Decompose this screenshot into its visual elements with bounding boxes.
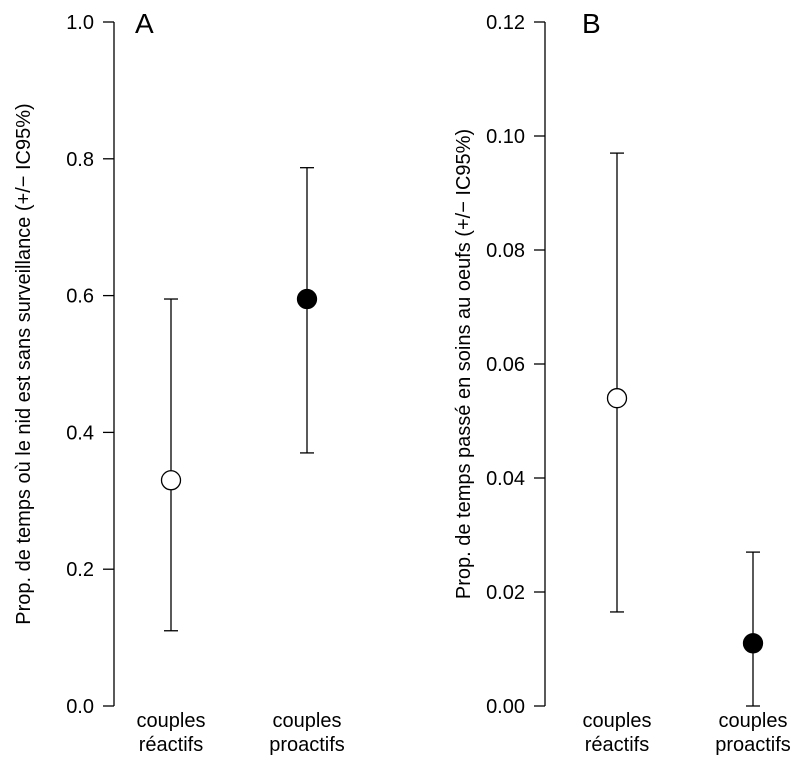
y-tick-label: 0.02 bbox=[486, 582, 525, 604]
category-label-line: proactifs bbox=[715, 734, 791, 756]
y-axis-label: Prop. de temps où le nid est sans survei… bbox=[13, 103, 35, 624]
data-point-open bbox=[160, 470, 182, 491]
category-label: couples proactifs bbox=[269, 710, 345, 756]
data-point-filled bbox=[296, 288, 318, 310]
y-tick-label: 0.04 bbox=[486, 468, 525, 490]
error-bar bbox=[164, 298, 178, 632]
y-axis-label: Prop. de temps passé en soins au oeufs (… bbox=[453, 129, 475, 599]
error-bar bbox=[746, 551, 760, 707]
category-label: couples réactifs bbox=[583, 710, 652, 756]
data-point-open bbox=[606, 388, 628, 409]
category-label-line: réactifs bbox=[585, 734, 649, 756]
category-label-line: couples bbox=[137, 710, 206, 732]
y-tick-label: 0.2 bbox=[66, 559, 94, 581]
category-label-line: couples bbox=[583, 710, 652, 732]
panel-a: 0.0 0.2 0.4 0.6 0.8 1.0 A Prop. de temps où le … bbox=[13, 8, 345, 756]
y-tick-label: 0.6 bbox=[66, 286, 94, 308]
y-tick-label: 0.4 bbox=[66, 422, 94, 444]
y-tick-label: 0.08 bbox=[486, 240, 525, 262]
panel-label: A bbox=[135, 8, 154, 39]
category-label-line: couples bbox=[719, 710, 788, 732]
category-label-line: proactifs bbox=[269, 734, 345, 756]
category-label-line: réactifs bbox=[139, 734, 203, 756]
y-tick-label: 1.0 bbox=[66, 12, 94, 34]
y-tick-label: 0.10 bbox=[486, 126, 525, 148]
y-tick-label: 0.00 bbox=[486, 696, 525, 718]
panel-label: B bbox=[582, 8, 601, 39]
error-bar bbox=[610, 152, 624, 613]
y-tick-label: 0.8 bbox=[66, 149, 94, 171]
y-tick-label: 0.0 bbox=[66, 696, 94, 718]
category-label: couples réactifs bbox=[137, 710, 206, 756]
category-label: couples proactifs bbox=[715, 710, 791, 756]
error-bar bbox=[300, 167, 314, 454]
data-point-filled bbox=[742, 633, 764, 654]
panel-b: 0.00 0.02 0.04 0.06 0.08 0.10 0.12 B Prop. de te… bbox=[453, 8, 791, 756]
category-label-line: couples bbox=[273, 710, 342, 732]
y-tick-label: 0.12 bbox=[486, 12, 525, 34]
y-tick-label: 0.06 bbox=[486, 354, 525, 376]
